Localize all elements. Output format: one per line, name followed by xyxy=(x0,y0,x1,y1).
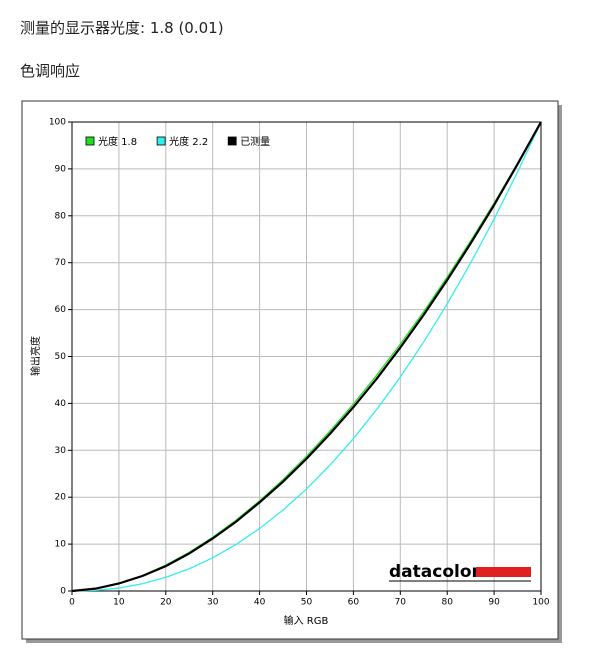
x-tick-label: 0 xyxy=(69,598,75,608)
x-tick-label: 60 xyxy=(348,598,360,608)
x-tick-label: 10 xyxy=(113,598,125,608)
legend-label: 已测量 xyxy=(240,135,270,148)
series-line xyxy=(71,121,542,592)
legend-swatch xyxy=(156,136,166,146)
y-tick-label: 80 xyxy=(55,211,67,221)
x-tick-label: 30 xyxy=(207,598,219,608)
y-tick-label: 30 xyxy=(55,446,67,456)
y-tick-label: 100 xyxy=(49,118,66,128)
x-axis-label: 输入 RGB xyxy=(284,614,329,627)
legend-label: 光度 2.2 xyxy=(169,135,208,148)
y-tick-label: 70 xyxy=(55,258,67,268)
frame xyxy=(21,100,559,640)
header-title: 测量的显示器光度: 1.8 (0.01) xyxy=(20,19,224,37)
y-tick-label: 50 xyxy=(55,352,67,362)
y-tick-label: 40 xyxy=(55,399,67,409)
y-tick-label: 10 xyxy=(55,540,67,550)
y-tick-label: 90 xyxy=(55,164,67,174)
x-tick-label: 50 xyxy=(301,598,313,608)
x-tick-label: 20 xyxy=(160,598,172,608)
legend-swatch xyxy=(85,136,95,146)
x-tick-label: 70 xyxy=(395,598,407,608)
plot-border xyxy=(71,121,542,592)
y-tick-label: 0 xyxy=(60,587,66,597)
x-tick-label: 80 xyxy=(441,598,453,608)
x-tick-label: 90 xyxy=(488,598,500,608)
x-tick-label: 100 xyxy=(532,598,549,608)
y-tick-label: 20 xyxy=(55,493,67,503)
x-tick-label: 40 xyxy=(254,598,266,608)
legend-swatch xyxy=(227,136,237,146)
series-line xyxy=(71,121,542,593)
logo-bar xyxy=(476,567,531,577)
y-axis-label: 输出亮度 xyxy=(29,336,42,376)
y-tick-label: 60 xyxy=(55,305,67,315)
legend-label: 光度 1.8 xyxy=(98,135,137,148)
section-title: 色调响应 xyxy=(20,62,81,80)
logo: datacolor xyxy=(389,562,481,582)
